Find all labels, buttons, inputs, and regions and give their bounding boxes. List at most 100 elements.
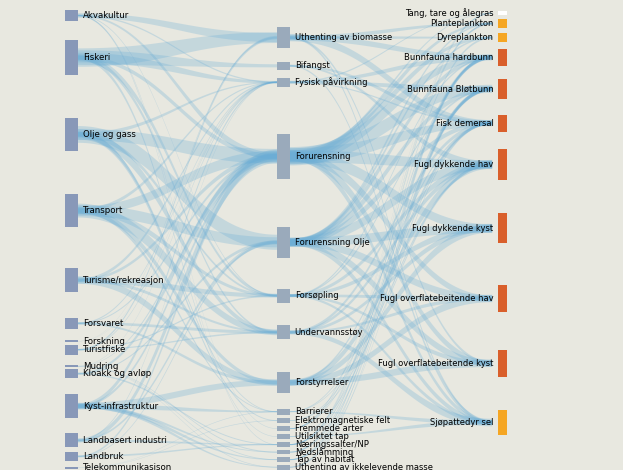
Text: Dyreplankton: Dyreplankton — [437, 33, 493, 42]
Polygon shape — [290, 121, 492, 246]
Polygon shape — [290, 56, 492, 429]
Polygon shape — [78, 13, 277, 42]
Polygon shape — [290, 56, 492, 297]
Polygon shape — [290, 55, 492, 246]
Polygon shape — [290, 86, 492, 453]
Bar — [498, 285, 507, 312]
Bar — [65, 369, 78, 378]
Polygon shape — [78, 205, 277, 247]
Polygon shape — [290, 238, 492, 367]
Polygon shape — [290, 87, 492, 468]
Polygon shape — [78, 444, 277, 457]
Polygon shape — [78, 153, 277, 366]
Polygon shape — [290, 297, 492, 333]
Polygon shape — [290, 295, 492, 385]
Text: Bunnfauna hardbunn: Bunnfauna hardbunn — [404, 53, 493, 62]
Text: Landbasert industri: Landbasert industri — [83, 436, 167, 445]
Text: Forsvaret: Forsvaret — [83, 319, 123, 328]
Polygon shape — [290, 122, 492, 460]
Text: Barrierer: Barrierer — [295, 407, 332, 416]
Polygon shape — [78, 420, 277, 468]
Text: Turistfiske: Turistfiske — [83, 345, 126, 354]
Polygon shape — [78, 55, 277, 437]
Polygon shape — [290, 162, 492, 334]
Polygon shape — [78, 295, 277, 350]
Polygon shape — [290, 88, 492, 297]
Polygon shape — [78, 36, 277, 351]
Polygon shape — [290, 36, 492, 39]
Bar — [65, 365, 78, 367]
Polygon shape — [78, 366, 277, 460]
Bar — [65, 40, 78, 75]
Polygon shape — [78, 154, 277, 282]
Bar — [277, 62, 290, 70]
Polygon shape — [78, 207, 277, 384]
Bar — [277, 372, 290, 393]
Polygon shape — [290, 87, 492, 429]
Polygon shape — [78, 82, 277, 324]
Polygon shape — [290, 82, 492, 124]
Polygon shape — [290, 225, 492, 297]
Text: Forskning: Forskning — [83, 337, 125, 346]
Polygon shape — [290, 86, 492, 445]
Bar — [498, 410, 507, 435]
Polygon shape — [78, 37, 277, 341]
Bar — [65, 10, 78, 21]
Polygon shape — [78, 132, 277, 297]
Polygon shape — [78, 82, 277, 212]
Text: Elektromagnetiske felt: Elektromagnetiske felt — [295, 416, 390, 425]
Bar — [277, 442, 290, 447]
Polygon shape — [78, 331, 277, 350]
Polygon shape — [78, 366, 277, 453]
Polygon shape — [290, 161, 492, 297]
Polygon shape — [290, 13, 492, 453]
Bar — [277, 325, 290, 339]
Polygon shape — [78, 15, 277, 83]
Polygon shape — [290, 13, 492, 159]
Polygon shape — [78, 82, 277, 350]
Polygon shape — [290, 238, 492, 302]
Text: Forsøpling: Forsøpling — [295, 291, 338, 300]
Polygon shape — [78, 55, 277, 333]
Text: Fiskeri: Fiskeri — [83, 53, 110, 62]
Polygon shape — [78, 411, 277, 468]
Polygon shape — [78, 126, 277, 250]
Polygon shape — [290, 163, 492, 421]
Polygon shape — [78, 204, 277, 335]
Bar — [277, 457, 290, 462]
Text: Fugl dykkende kyst: Fugl dykkende kyst — [412, 224, 493, 233]
Polygon shape — [78, 322, 277, 334]
Polygon shape — [290, 421, 492, 437]
Bar — [65, 318, 78, 329]
Text: Uthenting av biomasse: Uthenting av biomasse — [295, 33, 392, 42]
Bar — [498, 350, 507, 377]
Bar — [277, 78, 290, 87]
Text: Bifangst: Bifangst — [295, 61, 330, 70]
Bar — [65, 394, 78, 418]
Polygon shape — [290, 239, 492, 425]
Text: Utilsiktet tap: Utilsiktet tap — [295, 432, 348, 441]
Polygon shape — [78, 404, 277, 453]
Text: Fysisk påvirkning: Fysisk påvirkning — [295, 77, 367, 87]
Text: Næringssalter/NP: Næringssalter/NP — [295, 440, 369, 449]
Polygon shape — [290, 224, 492, 385]
Polygon shape — [78, 155, 277, 324]
Polygon shape — [290, 13, 492, 429]
Polygon shape — [290, 37, 492, 445]
Text: Forstyrrelser: Forstyrrelser — [295, 378, 348, 387]
Polygon shape — [290, 122, 492, 421]
Text: Bunnfauna Bløtbunn: Bunnfauna Bløtbunn — [407, 84, 493, 94]
Text: Landbruk: Landbruk — [83, 452, 123, 461]
Polygon shape — [78, 403, 277, 412]
Polygon shape — [290, 151, 492, 301]
Polygon shape — [290, 122, 492, 437]
Polygon shape — [78, 404, 277, 460]
Bar — [65, 268, 78, 292]
Polygon shape — [290, 13, 492, 83]
Polygon shape — [290, 226, 492, 334]
Bar — [277, 27, 290, 48]
Polygon shape — [290, 153, 492, 424]
Polygon shape — [78, 132, 277, 412]
Polygon shape — [290, 56, 492, 468]
Text: Olje og gass: Olje og gass — [83, 130, 136, 139]
